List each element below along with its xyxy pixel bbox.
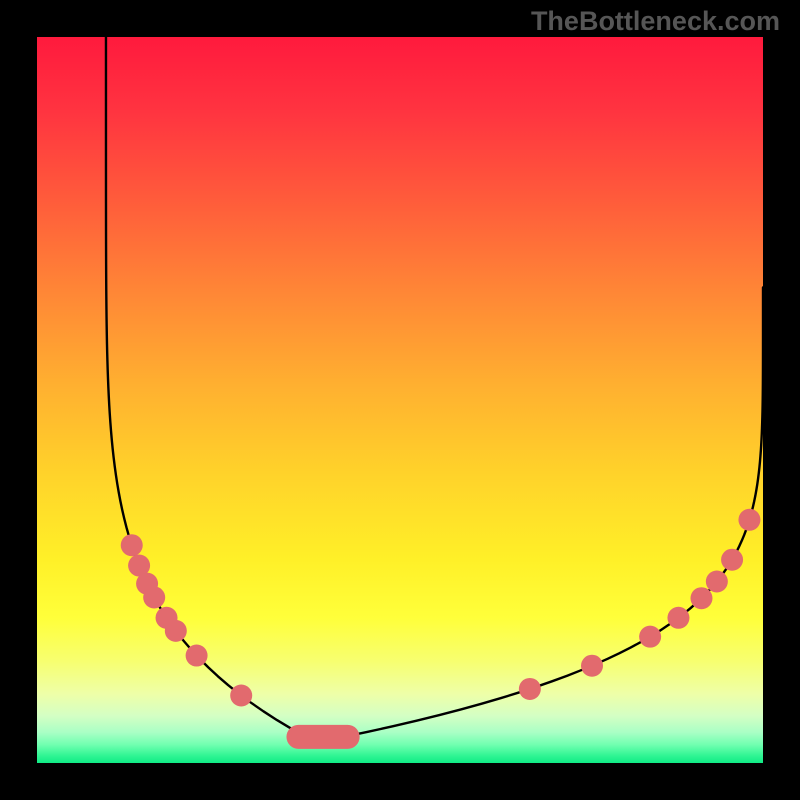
marker-right (738, 509, 760, 531)
bottleneck-chart (37, 37, 763, 763)
gradient-background (37, 37, 763, 763)
marker-left (143, 586, 165, 608)
marker-left (165, 620, 187, 642)
marker-right (690, 587, 712, 609)
marker-left (186, 645, 208, 667)
marker-left (230, 684, 252, 706)
marker-flat-blob (286, 725, 359, 749)
marker-right (667, 607, 689, 629)
marker-right (706, 571, 728, 593)
marker-right (721, 549, 743, 571)
marker-right (639, 626, 661, 648)
marker-right (581, 655, 603, 677)
watermark-text: TheBottleneck.com (531, 6, 780, 37)
marker-left (121, 534, 143, 556)
marker-right (519, 678, 541, 700)
